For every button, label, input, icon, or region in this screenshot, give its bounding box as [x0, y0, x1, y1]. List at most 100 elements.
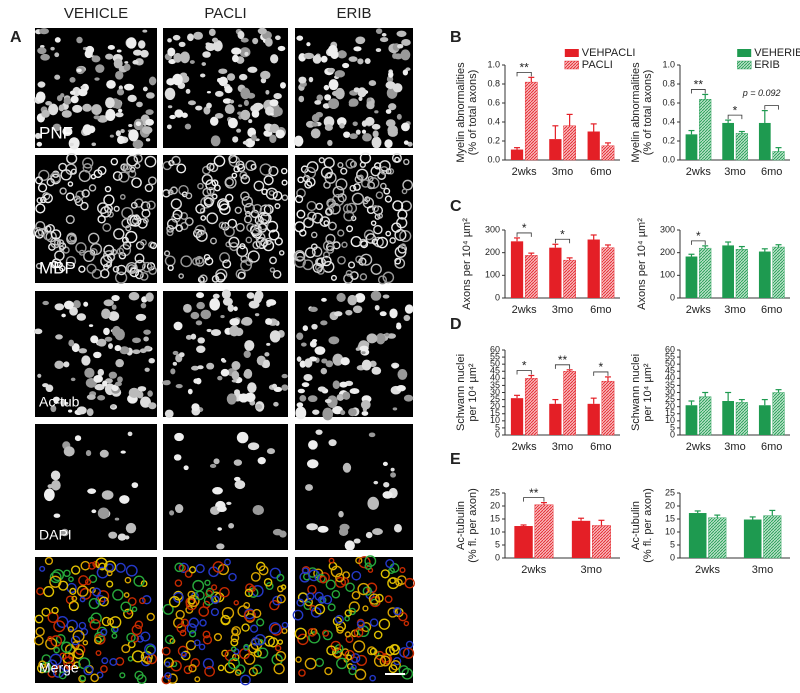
- fiber: [117, 135, 125, 145]
- y-axis-label: (% of total axons): [642, 70, 654, 156]
- fiber: [320, 367, 328, 375]
- y-tick-label: 0.4: [487, 116, 500, 126]
- fiber: [102, 380, 108, 387]
- fiber: [35, 203, 46, 214]
- row-label: Merge: [39, 660, 79, 676]
- fiber: [59, 265, 66, 272]
- fiber: [161, 675, 171, 685]
- fiber: [88, 324, 94, 328]
- fiber: [45, 637, 58, 650]
- micrograph: [162, 154, 289, 284]
- fiber: [337, 229, 345, 237]
- y-tick-label: 0: [670, 429, 675, 439]
- fiber: [299, 360, 306, 368]
- y-tick-label: 100: [485, 270, 500, 280]
- fiber: [387, 607, 398, 618]
- fiber: [97, 507, 110, 519]
- fiber: [90, 612, 102, 624]
- column-header: VEHICLE: [64, 5, 128, 22]
- fiber: [324, 398, 332, 404]
- fiber: [334, 576, 346, 588]
- bar: [524, 81, 538, 161]
- fiber: [86, 263, 97, 274]
- fiber: [247, 442, 260, 451]
- fiber: [199, 619, 207, 627]
- micrograph: [163, 424, 288, 550]
- fiber: [377, 171, 386, 180]
- y-tick-label: 30: [665, 387, 675, 397]
- fiber: [310, 128, 321, 139]
- bar: [699, 98, 712, 161]
- fiber: [385, 168, 392, 175]
- fiber: [314, 346, 326, 355]
- fiber: [216, 543, 225, 550]
- fiber: [181, 112, 188, 118]
- fiber: [264, 37, 273, 47]
- fiber: [83, 250, 95, 263]
- fiber: [37, 227, 46, 237]
- fiber: [112, 265, 120, 273]
- legend-label: VEHERIB: [754, 47, 800, 59]
- fiber: [113, 228, 125, 240]
- x-tick-label: 2wks: [695, 564, 721, 576]
- fiber: [197, 337, 205, 344]
- bar: [735, 249, 748, 299]
- y-tick-label: 15: [490, 408, 500, 418]
- fiber: [135, 121, 142, 127]
- fiber: [49, 653, 62, 666]
- y-axis-label: Myelin abnormalities: [630, 62, 642, 163]
- fiber: [299, 394, 307, 402]
- bar: [514, 526, 533, 558]
- micrograph: [35, 424, 157, 550]
- y-tick-label: 10: [665, 526, 675, 536]
- fiber: [209, 463, 217, 468]
- fiber: [195, 563, 205, 574]
- bar: [763, 515, 782, 559]
- bar: [688, 513, 707, 558]
- fiber: [326, 645, 337, 656]
- fiber: [162, 189, 171, 198]
- fiber: [396, 323, 402, 330]
- fiber: [94, 77, 100, 81]
- fiber: [88, 184, 97, 192]
- fiber: [269, 112, 274, 116]
- fiber: [337, 117, 347, 127]
- bar: [685, 134, 698, 160]
- fiber: [194, 255, 204, 265]
- fiber: [362, 198, 369, 205]
- fiber: [234, 669, 242, 676]
- fiber: [397, 43, 404, 49]
- fiber: [63, 361, 70, 368]
- y-tick-label: 35: [665, 380, 675, 390]
- fiber: [246, 292, 255, 299]
- fiber: [360, 240, 369, 249]
- fiber: [118, 171, 130, 183]
- fiber: [404, 304, 414, 314]
- bar: [587, 403, 600, 435]
- fiber: [369, 618, 379, 627]
- fiber: [84, 49, 93, 59]
- fiber: [242, 140, 249, 145]
- fiber: [106, 570, 113, 577]
- fiber: [228, 572, 237, 582]
- fiber: [37, 373, 42, 378]
- fiber: [374, 110, 379, 114]
- fiber: [140, 49, 149, 58]
- fiber: [375, 333, 386, 345]
- fiber: [202, 630, 211, 639]
- fiber: [105, 53, 114, 60]
- fiber: [343, 131, 351, 138]
- fiber: [128, 123, 133, 128]
- fiber: [210, 607, 220, 617]
- fiber: [44, 225, 52, 233]
- fiber: [124, 61, 129, 64]
- fiber: [346, 202, 358, 214]
- fiber: [387, 577, 400, 590]
- significance-bracket: [691, 89, 706, 94]
- fiber: [138, 597, 146, 605]
- y-tick-label: 0: [495, 292, 500, 302]
- fiber: [103, 327, 110, 336]
- fiber: [236, 163, 246, 173]
- fiber: [125, 261, 138, 275]
- y-tick-label: 0.8: [487, 78, 500, 88]
